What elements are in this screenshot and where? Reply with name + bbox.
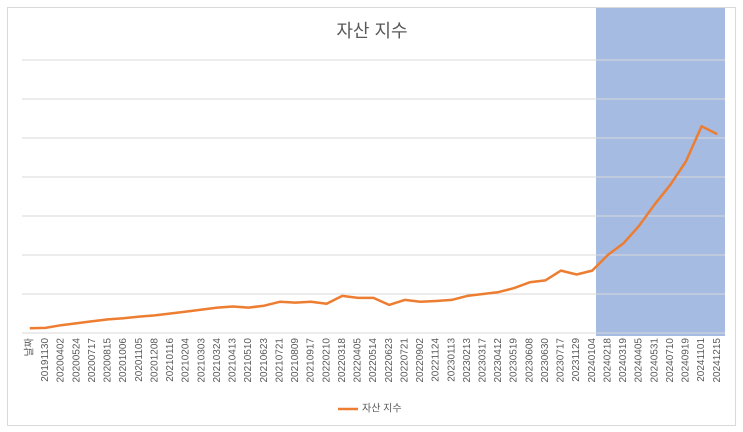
x-tick-label: 20230717 — [556, 338, 567, 383]
x-tick-label: 20231129 — [571, 338, 582, 382]
x-tick-label: 20240405 — [634, 338, 645, 383]
x-tick-label: 20220623 — [384, 338, 395, 383]
x-tick-label: 20230519 — [509, 338, 520, 383]
x-tick-label: 20210623 — [259, 338, 270, 383]
x-tick-label: 20210204 — [181, 338, 192, 383]
x-tick-label: 20220210 — [321, 338, 332, 383]
x-tick-label: 20241101 — [696, 338, 707, 382]
x-tick-label: 20240919 — [681, 338, 692, 383]
x-tick-label: 20210510 — [243, 338, 254, 383]
x-tick-label: 20200717 — [87, 338, 98, 383]
x-tick-label: 20220405 — [353, 338, 364, 383]
x-tick-label: 20210303 — [196, 338, 207, 383]
x-tick-label: 20230213 — [462, 338, 473, 383]
x-tick-label: 20240531 — [649, 338, 660, 383]
x-tick-label: 20201105 — [134, 338, 145, 382]
chart-title: 자산 지수 — [336, 21, 407, 41]
x-tick-label: 20220318 — [337, 338, 348, 383]
x-tick-label: 20201208 — [149, 338, 160, 383]
x-tick-label: 20240218 — [602, 338, 613, 383]
x-tick-label: 20210324 — [212, 338, 223, 383]
x-tick-label: 20201006 — [118, 338, 129, 383]
x-tick-label: 20220721 — [399, 338, 410, 383]
x-tick-label: 20220514 — [368, 338, 379, 383]
x-tick-label: 20200524 — [71, 338, 82, 383]
x-tick-label: 20241215 — [712, 338, 723, 383]
x-tick-label: 20240319 — [618, 338, 629, 383]
x-tick-label: 20221124 — [431, 338, 442, 382]
x-tick-label: 20230608 — [524, 338, 535, 383]
x-tick-label: 20210809 — [290, 338, 301, 383]
x-tick-label: 20230412 — [493, 338, 504, 383]
x-tick-label: 20230113 — [446, 338, 457, 382]
x-tick-label: 20230317 — [477, 338, 488, 383]
x-tick-label: 20210413 — [228, 338, 239, 383]
x-tick-label: 20210116 — [165, 338, 176, 382]
legend-label: 자산 지수 — [362, 403, 402, 415]
x-tick-label: 20210917 — [306, 338, 317, 383]
x-tick-label: 20230630 — [540, 338, 551, 383]
series-line — [29, 125, 718, 330]
x-tick-label: 20210721 — [274, 338, 285, 383]
x-tick-label: 20191130 — [40, 338, 51, 382]
x-tick-label: 20200815 — [103, 338, 114, 383]
x-tick-label: 20240104 — [587, 338, 598, 383]
highlight-region — [596, 8, 725, 336]
x-tick-label: 20200402 — [56, 338, 67, 383]
x-tick-label: 20220902 — [415, 338, 426, 383]
x-tick-label: 날짜 — [23, 338, 35, 356]
x-tick-label: 20240710 — [665, 338, 676, 383]
